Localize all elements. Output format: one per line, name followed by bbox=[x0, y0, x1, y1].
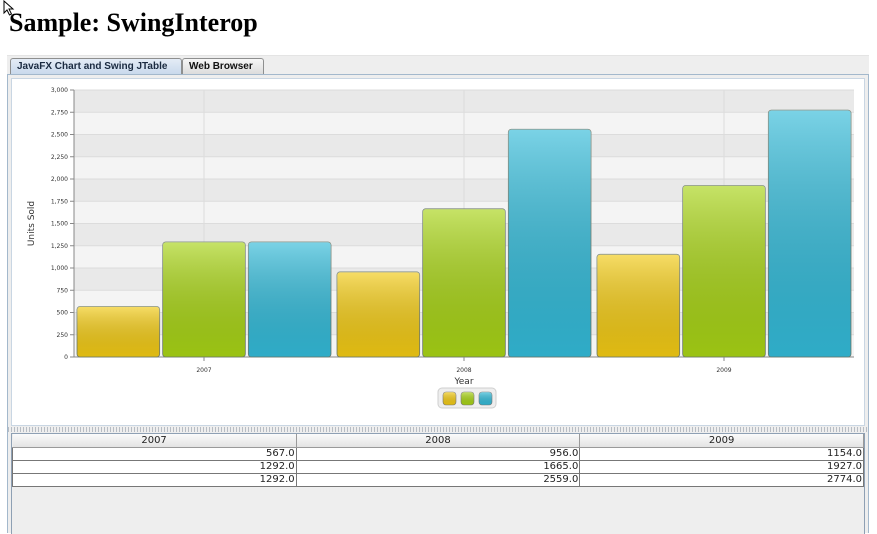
y-axis-label: Units Sold bbox=[27, 201, 37, 246]
y-tick-label: 500 bbox=[57, 310, 69, 317]
bar-chart: 0 250 500 750 1,000 1,250 1,500 1,750 2,000 2,250… bbox=[27, 87, 854, 409]
mouse-pointer-icon bbox=[3, 0, 15, 16]
bar-shading bbox=[768, 110, 851, 357]
x-axis-label: Year bbox=[453, 377, 473, 387]
table-cell[interactable]: 1154.0 bbox=[579, 447, 864, 461]
table-cell[interactable]: 956.0 bbox=[295, 447, 581, 461]
x-tick-label: 2007 bbox=[196, 367, 211, 374]
data-table[interactable]: 2007 2008 2009 567.0 956.0 1154.0 1292.0… bbox=[12, 434, 864, 487]
split-pane-divider[interactable] bbox=[8, 427, 868, 432]
tab-strip: JavaFX Chart and Swing JTable Web Browse… bbox=[7, 55, 869, 75]
bar-shading bbox=[682, 185, 766, 357]
bar-shading bbox=[422, 208, 506, 357]
y-tick-label: 1,250 bbox=[51, 243, 68, 250]
page-title: Sample: SwingInterop bbox=[9, 8, 258, 37]
x-tick-label: 2008 bbox=[456, 367, 471, 374]
y-tick-label: 1,750 bbox=[51, 198, 68, 205]
x-tick-label: 2009 bbox=[716, 367, 731, 374]
column-header-2007[interactable]: 2007 bbox=[12, 434, 297, 448]
y-tick-label: 1,000 bbox=[51, 265, 68, 272]
table-cell[interactable]: 1927.0 bbox=[579, 460, 864, 474]
y-tick-label: 3,000 bbox=[51, 87, 68, 94]
bar-shading bbox=[77, 306, 160, 357]
tab-web-browser[interactable]: Web Browser bbox=[182, 58, 264, 74]
bar-shading bbox=[597, 254, 680, 357]
y-tick-label: 2,750 bbox=[51, 109, 68, 116]
table-row[interactable]: 1292.0 2559.0 2774.0 bbox=[12, 473, 864, 487]
bar-shading bbox=[337, 271, 420, 357]
tab-content-panel: 0 250 500 750 1,000 1,250 1,500 1,750 2,000 2,250… bbox=[7, 74, 869, 534]
column-header-2008[interactable]: 2008 bbox=[296, 434, 581, 448]
y-tick-label: 250 bbox=[57, 332, 69, 339]
column-header-2009[interactable]: 2009 bbox=[579, 434, 864, 448]
chart-panel: 0 250 500 750 1,000 1,250 1,500 1,750 2,000 2,250… bbox=[11, 78, 865, 426]
table-cell[interactable]: 567.0 bbox=[12, 447, 297, 461]
table-cell[interactable]: 1292.0 bbox=[12, 473, 297, 487]
legend-swatch-shading bbox=[461, 392, 474, 405]
y-tick-label: 0 bbox=[64, 354, 68, 361]
legend-swatch-shading bbox=[479, 392, 492, 405]
y-tick-label: 1,500 bbox=[51, 221, 68, 228]
legend-swatch-shading bbox=[443, 392, 456, 405]
table-cell[interactable]: 1292.0 bbox=[12, 460, 297, 474]
bar-shading bbox=[162, 242, 246, 357]
table-cell[interactable]: 1665.0 bbox=[295, 460, 581, 474]
table-cell[interactable]: 2774.0 bbox=[579, 473, 864, 487]
tab-javafx-chart-and-swing-jtable[interactable]: JavaFX Chart and Swing JTable bbox=[10, 58, 182, 74]
table-header-row: 2007 2008 2009 bbox=[12, 434, 864, 448]
table-row[interactable]: 1292.0 1665.0 1927.0 bbox=[12, 460, 864, 474]
y-tick-label: 2,500 bbox=[51, 132, 68, 139]
y-tick-label: 2,000 bbox=[51, 176, 68, 183]
y-tick-label: 750 bbox=[57, 287, 69, 294]
bar-shading bbox=[508, 129, 591, 357]
bar-shading bbox=[248, 242, 331, 357]
y-tick-label: 2,250 bbox=[51, 154, 68, 161]
data-table-scroll-pane: 2007 2008 2009 567.0 956.0 1154.0 1292.0… bbox=[11, 433, 865, 534]
table-row[interactable]: 567.0 956.0 1154.0 bbox=[12, 447, 864, 461]
table-cell[interactable]: 2559.0 bbox=[295, 473, 581, 487]
